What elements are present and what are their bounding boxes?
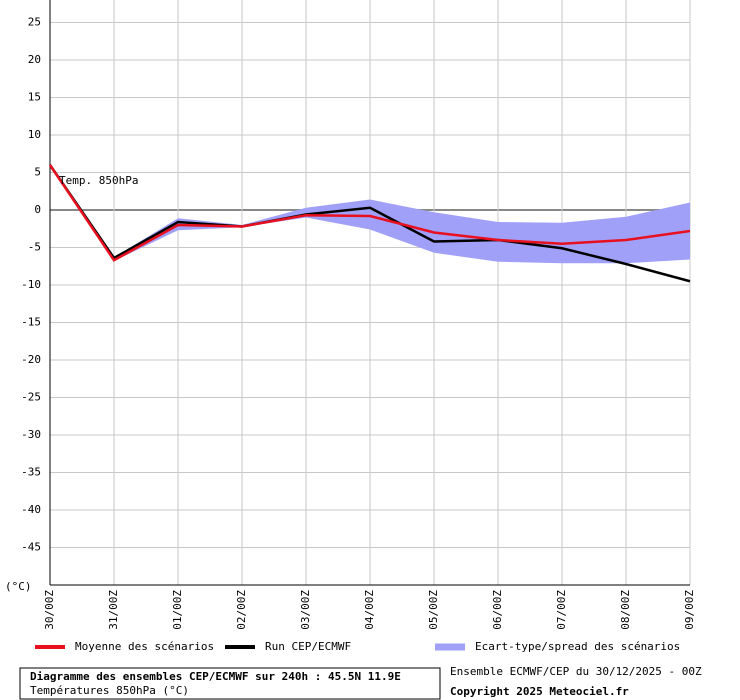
x-tick-label: 03/00Z — [299, 590, 312, 630]
legend-label: Ecart-type/spread des scénarios — [475, 640, 680, 653]
source: Ensemble ECMWF/CEP du 30/12/2025 - 00Z — [450, 665, 702, 678]
y-tick-label: -30 — [21, 428, 41, 441]
series-line — [48, 164, 691, 283]
y-tick-label: -25 — [21, 391, 41, 404]
y-tick-label: 10 — [28, 128, 41, 141]
y-tick-label: -10 — [21, 278, 41, 291]
legend-label: Moyenne des scénarios — [75, 640, 214, 653]
y-tick-label: -40 — [21, 503, 41, 516]
x-tick-label: 07/00Z — [555, 590, 568, 630]
y-unit: (°C) — [5, 580, 32, 593]
annotation: Temp. 850hPa — [59, 174, 138, 187]
copyright: Copyright 2025 Meteociel.fr — [450, 685, 629, 698]
series-line — [48, 164, 691, 262]
y-tick-label: 25 — [28, 16, 41, 29]
y-tick-label: 20 — [28, 53, 41, 66]
y-tick-label: 15 — [28, 91, 41, 104]
x-tick-label: 08/00Z — [619, 590, 632, 630]
footer-box — [19, 667, 441, 700]
y-tick-label: -35 — [21, 466, 41, 479]
x-tick-label: 02/00Z — [235, 590, 248, 630]
x-tick-label: 30/00Z — [43, 590, 56, 630]
x-tick-label: 06/00Z — [491, 590, 504, 630]
footer-subtitle: Températures 850hPa (°C) — [30, 684, 189, 697]
y-tick-label: -15 — [21, 316, 41, 329]
x-tick-label: 01/00Z — [171, 590, 184, 630]
x-tick-label: 04/00Z — [363, 590, 376, 630]
y-tick-label: -45 — [21, 541, 41, 554]
x-tick-label: 31/00Z — [107, 590, 120, 630]
y-tick-label: 5 — [34, 166, 41, 179]
x-tick-label: 09/00Z — [683, 590, 696, 630]
spread-band — [50, 165, 690, 264]
y-tick-label: -20 — [21, 353, 41, 366]
footer-title: Diagramme des ensembles CEP/ECMWF sur 24… — [30, 670, 401, 683]
x-tick-label: 05/00Z — [427, 590, 440, 630]
y-tick-label: 0 — [34, 203, 41, 216]
legend-label: Run CEP/ECMWF — [265, 640, 351, 653]
y-tick-label: -5 — [28, 241, 41, 254]
